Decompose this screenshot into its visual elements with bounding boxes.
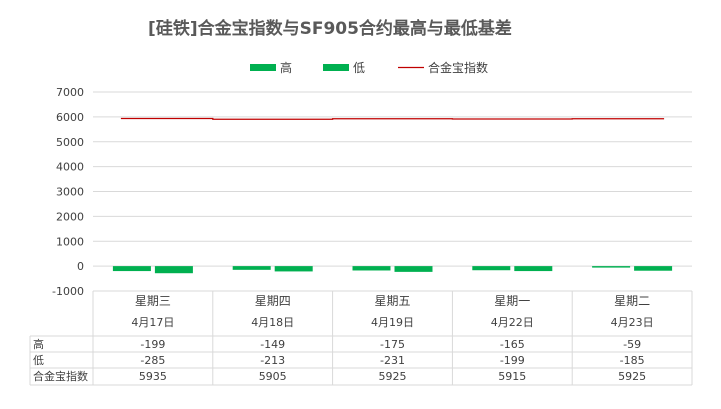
x-category-label: 星期四 — [255, 294, 291, 308]
x-date-label: 4月18日 — [251, 316, 294, 329]
bar-high — [232, 266, 271, 270]
bar-high — [592, 266, 631, 268]
y-tick-label: 6000 — [56, 111, 84, 124]
bar-high — [352, 266, 391, 271]
table-cell: -59 — [623, 338, 641, 351]
x-category-label: 星期一 — [494, 294, 530, 308]
x-category-label: 星期二 — [614, 294, 650, 308]
bar-high — [112, 266, 151, 272]
table-row-label: 高 — [33, 337, 44, 351]
legend: 高 低 合金宝指数 — [250, 60, 488, 75]
y-tick-label: 7000 — [56, 86, 84, 99]
table-cell: -165 — [500, 338, 525, 351]
table-cell: -185 — [620, 354, 645, 367]
x-date-label: 4月19日 — [371, 316, 414, 329]
table-cell: -213 — [260, 354, 285, 367]
x-date-label: 4月22日 — [491, 316, 534, 329]
table-cell: 5925 — [379, 370, 407, 383]
bar-low — [634, 266, 673, 271]
table-row-label: 合金宝指数 — [33, 369, 88, 383]
y-tick-label: 4000 — [56, 161, 84, 174]
y-tick-label: 0 — [77, 260, 84, 273]
bar-low — [514, 266, 553, 272]
table-cell: 5925 — [618, 370, 646, 383]
y-axis: 7000 6000 5000 4000 3000 2000 1000 0 -1000 — [52, 86, 84, 298]
index-line — [120, 117, 665, 120]
x-date-label: 4月17日 — [131, 316, 174, 329]
legend-label: 合金宝指数 — [428, 60, 488, 75]
bar-low — [394, 266, 433, 272]
y-tick-label: 3000 — [56, 186, 84, 199]
index-line-path — [120, 117, 665, 120]
legend-label: 低 — [353, 61, 365, 75]
table-cell: -285 — [140, 354, 165, 367]
table-cell: 5915 — [498, 370, 526, 383]
legend-swatch — [250, 64, 276, 71]
chart-title: [硅铁]合金宝指数与SF905合约最高与最低基差 — [148, 19, 512, 39]
data-table: 星期三 4月17日 星期四 4月18日 星期五 4月19日 星期一 4月22日 星期二 4月23日… — [29, 290, 693, 386]
y-tick-label: 1000 — [56, 235, 84, 248]
y-tick-label: 2000 — [56, 210, 84, 223]
bar-low — [274, 266, 313, 272]
y-tick-label: 5000 — [56, 136, 84, 149]
x-date-label: 4月23日 — [611, 316, 654, 329]
legend-label: 高 — [280, 60, 292, 75]
table-cell: 5905 — [259, 370, 287, 383]
bar-low — [154, 266, 193, 274]
bar-high — [472, 266, 511, 271]
legend-swatch — [323, 64, 349, 71]
table-row-label: 低 — [33, 354, 44, 367]
x-category-label: 星期五 — [374, 294, 410, 308]
x-category-label: 星期三 — [135, 294, 171, 308]
table-cell: -199 — [500, 354, 525, 367]
table-cell: -231 — [380, 354, 405, 367]
table-cell: -175 — [380, 338, 405, 351]
gridlines — [93, 91, 692, 292]
table-cell: -149 — [260, 338, 285, 351]
table-cell: -199 — [140, 338, 165, 351]
bars — [112, 266, 673, 274]
y-tick-label: -1000 — [52, 285, 84, 298]
table-cell: 5935 — [139, 370, 167, 383]
